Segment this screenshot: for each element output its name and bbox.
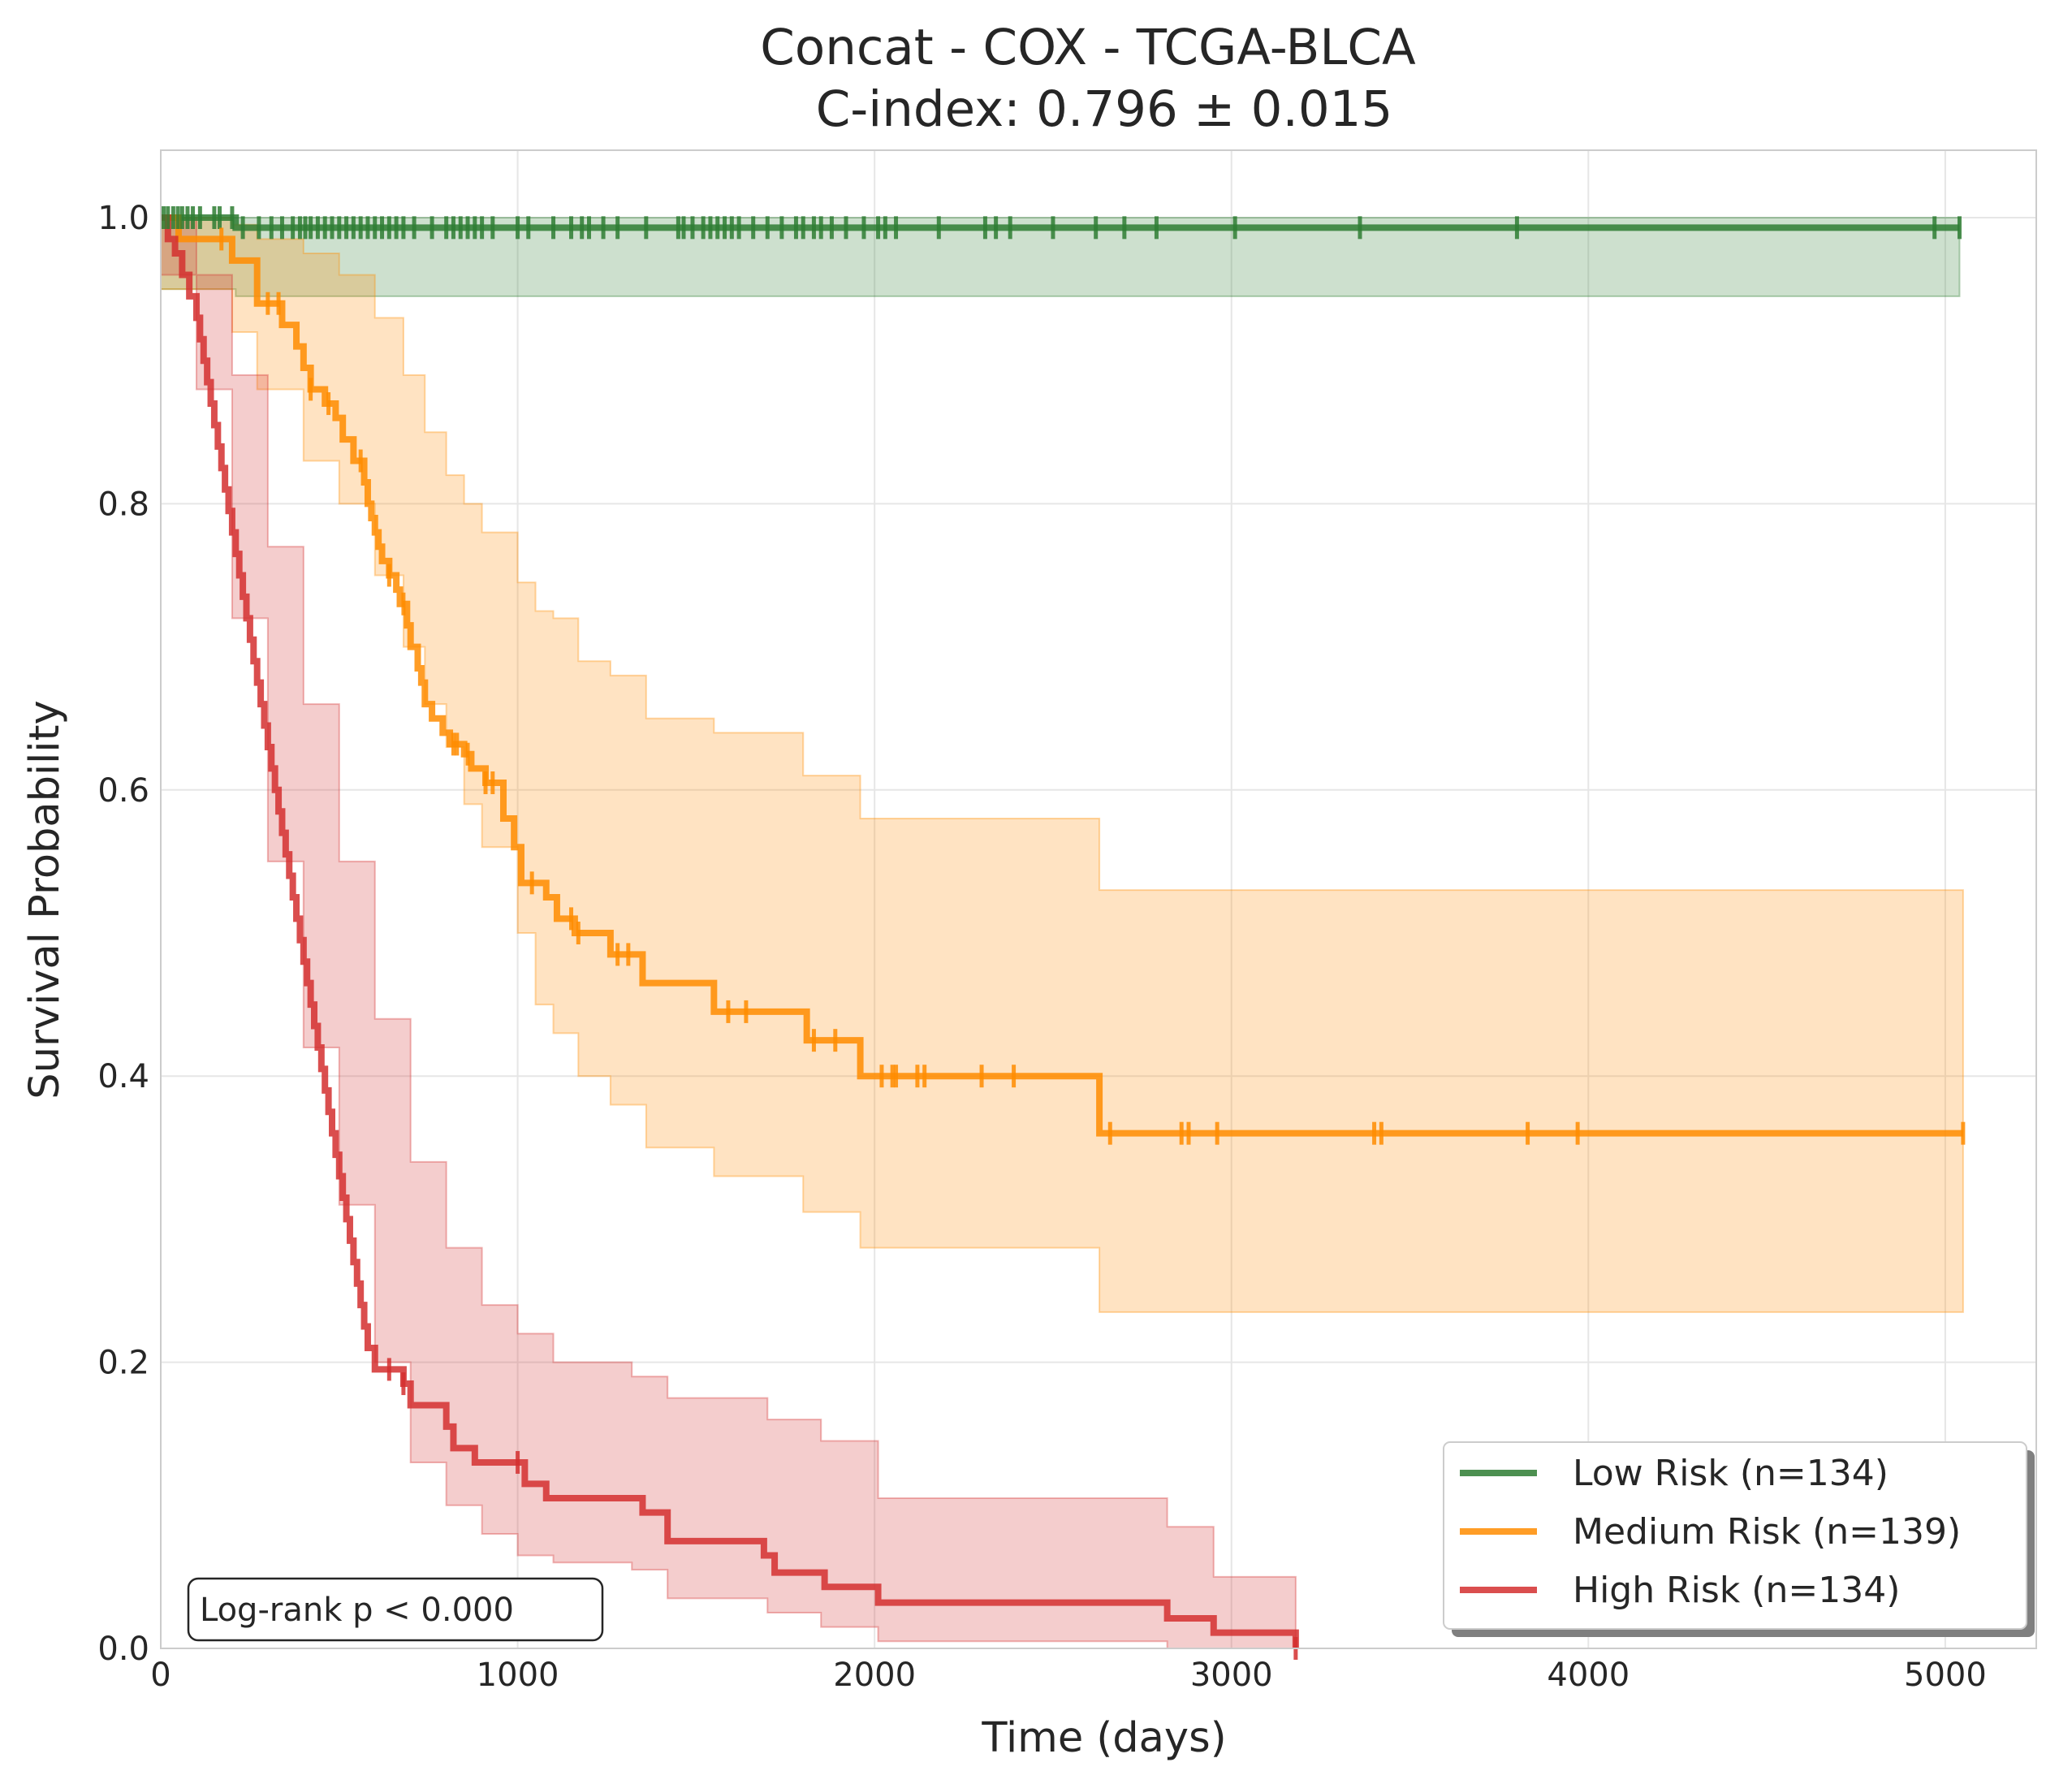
y-tick-label: 0.8 bbox=[97, 486, 149, 523]
legend-label: High Risk (n=134) bbox=[1573, 1570, 1900, 1611]
y-axis-ticks: 0.0 0.2 0.4 0.6 0.8 1.0 bbox=[97, 200, 149, 1668]
legend-label: Medium Risk (n=139) bbox=[1573, 1511, 1961, 1553]
x-axis-ticks: 0 1000 2000 3000 4000 5000 bbox=[150, 1657, 1987, 1694]
confidence-band bbox=[160, 217, 1297, 1649]
logrank-annotation: Log-rank p < 0.000 bbox=[187, 1577, 604, 1642]
x-tick-label: 4000 bbox=[1547, 1657, 1630, 1694]
survival-curve bbox=[161, 214, 1299, 1648]
legend: Low Risk (n=134) Medium Risk (n=139) High … bbox=[1443, 1441, 2035, 1637]
x-tick-label: 3000 bbox=[1190, 1657, 1273, 1694]
gridlines bbox=[160, 150, 2036, 1649]
x-tick-label: 0 bbox=[150, 1657, 171, 1694]
censor-marks bbox=[162, 206, 1966, 1660]
plot-frame bbox=[160, 149, 2037, 1649]
y-tick-label: 1.0 bbox=[97, 200, 149, 237]
y-tick-label: 0.4 bbox=[97, 1058, 149, 1095]
y-tick-label: 0.0 bbox=[97, 1631, 149, 1668]
x-tick-label: 1000 bbox=[477, 1657, 559, 1694]
confidence-bands bbox=[160, 217, 1964, 1649]
y-tick-label: 0.6 bbox=[97, 772, 149, 810]
legend-box bbox=[1443, 1441, 2027, 1630]
survival-curve bbox=[161, 214, 1963, 1137]
x-tick-label: 2000 bbox=[833, 1657, 916, 1694]
confidence-band bbox=[160, 217, 1964, 1313]
confidence-band bbox=[160, 217, 1961, 297]
y-axis-label: Survival Probability bbox=[21, 700, 69, 1099]
chart-title: Concat - COX - TCGA-BLCA bbox=[760, 19, 1416, 76]
x-axis-label: Time (days) bbox=[981, 1714, 1226, 1762]
x-tick-label: 5000 bbox=[1904, 1657, 1987, 1694]
plot-area bbox=[160, 149, 2037, 1660]
y-tick-label: 0.2 bbox=[97, 1345, 149, 1382]
logrank-box bbox=[187, 1577, 604, 1642]
chart-subtitle: C-index: 0.796 ± 0.015 bbox=[816, 80, 1393, 138]
plot-background bbox=[161, 150, 2036, 1648]
legend-label: Low Risk (n=134) bbox=[1573, 1453, 1889, 1494]
logrank-text: Log-rank p < 0.000 bbox=[200, 1592, 514, 1629]
